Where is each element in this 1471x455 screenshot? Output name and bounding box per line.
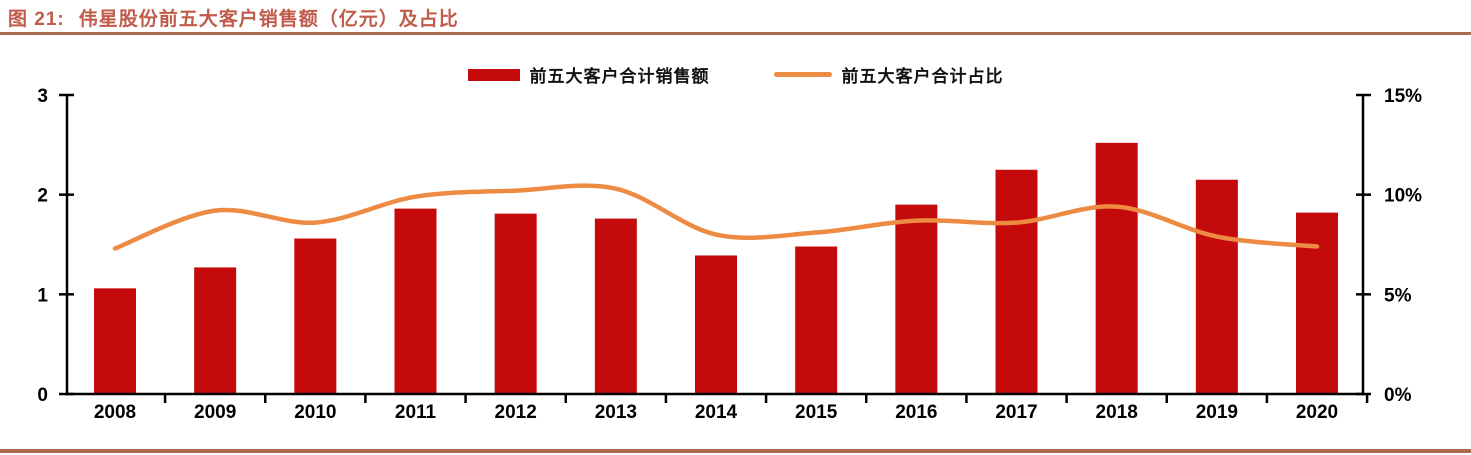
bar-2008 — [94, 288, 136, 394]
bar-2020 — [1296, 212, 1339, 394]
right-axis-tick-label: 5% — [1384, 285, 1412, 306]
footer-rule — [0, 449, 1471, 453]
x-axis-label-2011: 2011 — [395, 402, 437, 423]
x-axis-label-2018: 2018 — [1096, 402, 1138, 423]
bar-2015 — [795, 246, 838, 394]
bar-series-swatch-icon — [467, 68, 520, 81]
right-axis-tick-label: 10% — [1384, 186, 1422, 207]
right-axis-tick-label: 0% — [1384, 385, 1412, 406]
legend-item-sales: 前五大客户合计销售额 — [467, 62, 710, 87]
x-axis-label-2016: 2016 — [895, 402, 937, 423]
bar-2018 — [1095, 142, 1138, 394]
x-axis-label-2014: 2014 — [695, 402, 738, 423]
title-underline — [0, 32, 1471, 35]
figure-title-text: 伟星股份前五大客户销售额（亿元）及占比 — [78, 9, 459, 30]
line-series-swatch-icon — [773, 72, 832, 77]
figure-title: 图 21: 伟星股份前五大客户销售额（亿元）及占比 — [8, 4, 459, 31]
left-axis-tick-label: 3 — [37, 86, 48, 107]
bar-2009 — [194, 267, 237, 394]
share-line — [112, 183, 1320, 251]
legend-item-share: 前五大客户合计占比 — [773, 62, 1004, 87]
x-axis-label-2020: 2020 — [1296, 402, 1338, 423]
left-axis-tick-label: 1 — [37, 285, 48, 306]
x-axis-label-2008: 2008 — [94, 402, 136, 423]
left-axis-tick-label: 0 — [37, 385, 48, 406]
x-axis-label-2010: 2010 — [294, 402, 336, 423]
figure-number-label: 图 21: — [8, 9, 65, 30]
x-axis-label-2009: 2009 — [194, 402, 236, 423]
bar-2019 — [1195, 179, 1238, 394]
x-axis-label-2012: 2012 — [495, 402, 537, 423]
x-axis-label-2019: 2019 — [1196, 402, 1238, 423]
bar-2014 — [695, 255, 738, 394]
bar-2016 — [895, 204, 938, 394]
left-axis-tick-label: 2 — [37, 186, 48, 207]
bar-2011 — [394, 208, 437, 394]
x-axis-label-2015: 2015 — [795, 402, 838, 423]
legend-label-share: 前五大客户合计占比 — [841, 67, 1004, 86]
x-axis-label-2013: 2013 — [595, 402, 637, 423]
right-axis-tick-label: 15% — [1384, 86, 1422, 107]
bar-2013 — [594, 218, 637, 394]
bar-2017 — [995, 169, 1038, 394]
x-axis-label-2017: 2017 — [995, 402, 1037, 423]
bar-2010 — [294, 238, 337, 394]
bar-2012 — [494, 213, 537, 394]
legend-label-sales: 前五大客户合计销售额 — [529, 67, 710, 86]
chart-legend: 前五大客户合计销售额 前五大客户合计占比 — [0, 62, 1471, 87]
